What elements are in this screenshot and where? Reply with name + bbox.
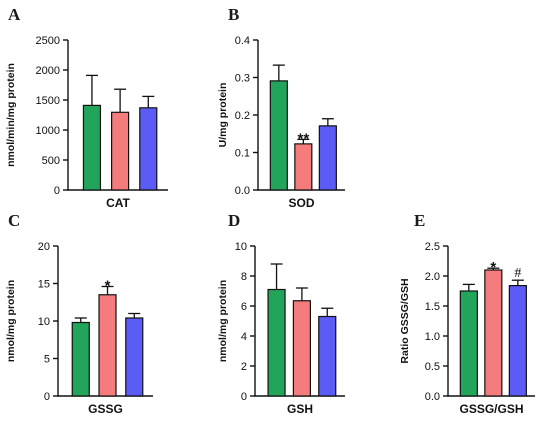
- panel-d-letter: D: [228, 211, 240, 230]
- panel-b-ytick-label: 0.2: [235, 110, 250, 122]
- panel-a-ytick-label: 0: [54, 185, 60, 197]
- panel-e-ytick-label: 1.5: [425, 301, 440, 313]
- panel-a-xlabel: CAT: [106, 196, 130, 210]
- panel-e-ytick-label: 0.0: [425, 391, 440, 403]
- panel-b-ytick-label: 0.4: [235, 35, 250, 47]
- panel-e-bar: [484, 269, 503, 397]
- panel-d-ylabel: nmol/mg protein: [217, 280, 229, 362]
- panel-c-ytick-label: 5: [44, 354, 50, 366]
- panel-a-ylabel: nmol/min/mg protein: [5, 63, 17, 167]
- panel-c-bar: [125, 317, 144, 397]
- panel-d-xlabel: GSH: [287, 402, 313, 416]
- panel-a-ytick-label: 1500: [36, 95, 60, 107]
- panel-d-ytick-label: 0: [241, 391, 247, 403]
- panel-b-bar: [294, 143, 313, 191]
- panel-b-ytick-label: 0.0: [235, 185, 250, 197]
- panel-c-ytick-label: 10: [38, 316, 50, 328]
- panel-b-ytick-label: 0.1: [235, 148, 250, 160]
- panel-b-significance-mark: **: [297, 130, 309, 147]
- panel-a-ytick-label: 500: [42, 155, 60, 167]
- panel-d-bar: [267, 288, 286, 397]
- panel-e-ylabel: Ratio GSSG/GSH: [399, 278, 411, 363]
- panel-c-ytick-label: 20: [38, 241, 50, 253]
- panel-e-bar: [459, 290, 478, 397]
- panel-d-ytick-label: 2: [241, 361, 247, 373]
- panel-d-bar: [292, 300, 312, 397]
- panel-b-letter: B: [228, 5, 239, 24]
- panel-e-ytick-label: 1.0: [425, 331, 440, 343]
- panel-b-ytick-label: 0.3: [235, 73, 250, 85]
- panel-e-significance-mark: #: [514, 266, 521, 281]
- panel-a-bar: [111, 111, 130, 191]
- panel-a-ytick-label: 2000: [36, 65, 60, 77]
- panel-c-ylabel: nmol/mg protein: [5, 280, 17, 362]
- panel-e-bar: [508, 285, 527, 397]
- panel-d-ytick-label: 10: [235, 241, 247, 253]
- panel-c-significance-mark: *: [105, 278, 111, 295]
- panel-e-ytick-label: 0.5: [425, 361, 440, 373]
- panel-d-ytick-label: 6: [241, 301, 247, 313]
- panel-c-letter: C: [8, 211, 20, 230]
- panel-c-xlabel: GSSG: [88, 402, 123, 416]
- panel-c-ytick-label: 0: [44, 391, 50, 403]
- panel-a-ytick-label: 2500: [36, 35, 60, 47]
- panel-b-bar: [318, 125, 337, 191]
- panel-c-bar: [98, 294, 117, 397]
- panel-a-bar: [139, 107, 158, 191]
- panel-e-xlabel: GSSG/GSH: [459, 402, 523, 416]
- panel-b-ylabel: U/mg protein: [217, 83, 229, 148]
- panel-d-ytick-label: 8: [241, 271, 247, 283]
- panel-c-bar: [71, 321, 90, 397]
- panel-a-bar: [82, 104, 102, 191]
- panel-b-xlabel: SOD: [288, 196, 314, 210]
- panel-e-ytick-label: 2.0: [425, 271, 440, 283]
- panel-a-ytick-label: 1000: [36, 125, 60, 137]
- panel-e-ytick-label: 2.5: [425, 241, 440, 253]
- panel-c-ytick-label: 15: [38, 279, 50, 291]
- panel-a-letter: A: [8, 5, 21, 24]
- panel-d-ytick-label: 4: [241, 331, 247, 343]
- panel-b-bar: [269, 80, 288, 191]
- panel-d-bar: [318, 315, 337, 397]
- panel-e-significance-mark: *: [490, 259, 496, 276]
- panel-e-letter: E: [414, 211, 425, 230]
